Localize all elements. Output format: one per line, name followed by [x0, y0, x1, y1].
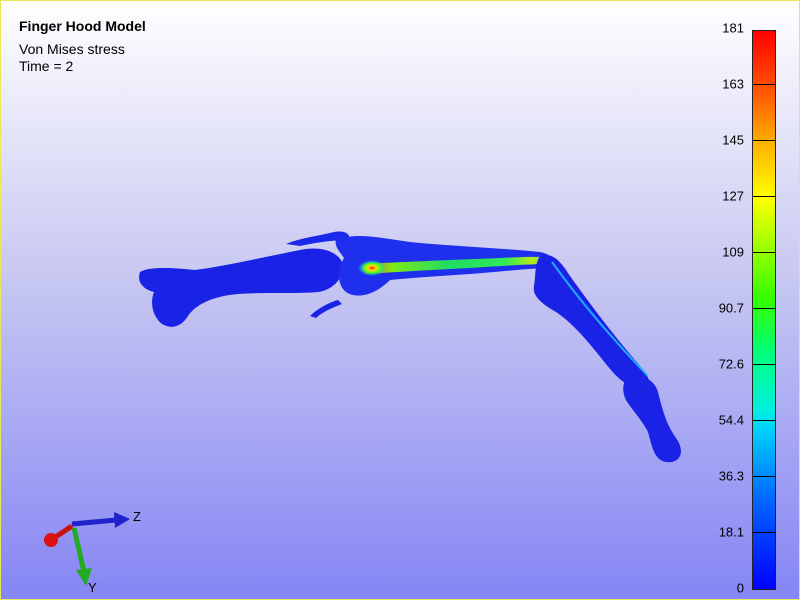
middle-phalanx [533, 254, 649, 389]
scale-tick-label: 145 [722, 132, 744, 148]
scale-tick-mark [752, 532, 776, 533]
z-axis-label: Z [133, 509, 141, 524]
scale-tick-label: 163 [722, 76, 744, 92]
scale-tick-label: 72.6 [718, 356, 744, 372]
scale-tick-label: 36.3 [718, 468, 744, 484]
lateral-band-tail [310, 300, 342, 318]
scale-tick-mark [752, 252, 776, 253]
scale-tick-mark [752, 196, 776, 197]
scale-tick-mark [752, 140, 776, 141]
scale-tick-label: 54.4 [718, 412, 744, 428]
distal-phalanx [623, 376, 681, 463]
scale-tick-mark [752, 364, 776, 365]
result-type-label: Von Mises stress [19, 41, 125, 57]
model-title: Finger Hood Model [19, 18, 146, 34]
metacarpal-bone [139, 248, 343, 327]
middle-stress-line [551, 261, 649, 377]
scale-tick-mark [752, 308, 776, 309]
y-axis-label: Y [88, 580, 97, 595]
scale-tick-mark [752, 476, 776, 477]
stress-color-scale [752, 30, 776, 590]
scale-tick-mark [752, 420, 776, 421]
scale-tick-label: 90.7 [718, 300, 744, 316]
stress-hotspot [358, 260, 386, 276]
scale-tick-label: 127 [722, 188, 744, 204]
stress-band [364, 256, 552, 274]
scale-tick-label: 181 [722, 20, 744, 36]
hood-flap [286, 231, 350, 246]
scale-tick-label: 18.1 [718, 524, 744, 540]
time-step-label: Time = 2 [19, 58, 74, 74]
scale-tick-label: 0 [736, 580, 744, 596]
scale-tick-label: 109 [722, 244, 744, 260]
scale-tick-mark [752, 84, 776, 85]
